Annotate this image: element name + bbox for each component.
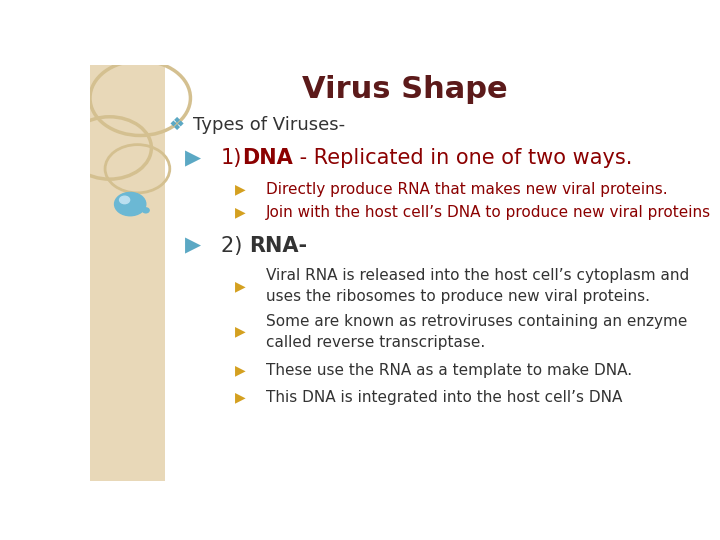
Text: ▶: ▶ [185, 148, 201, 168]
Text: ▶: ▶ [235, 205, 246, 219]
Text: ▶: ▶ [185, 235, 201, 255]
Text: These use the RNA as a template to make DNA.: These use the RNA as a template to make … [266, 363, 632, 378]
Text: ▶: ▶ [235, 390, 246, 404]
Text: ▶: ▶ [235, 325, 246, 339]
Text: Viral RNA is released into the host cell’s cytoplasm and
uses the ribosomes to p: Viral RNA is released into the host cell… [266, 268, 689, 304]
Text: Directly produce RNA that makes new viral proteins.: Directly produce RNA that makes new vira… [266, 182, 667, 197]
Text: This DNA is integrated into the host cell’s DNA: This DNA is integrated into the host cel… [266, 390, 622, 405]
Text: DNA: DNA [243, 148, 293, 168]
Text: RNA-: RNA- [249, 235, 307, 255]
Text: - Replicated in one of two ways.: - Replicated in one of two ways. [293, 148, 633, 168]
Circle shape [114, 192, 145, 216]
Circle shape [120, 196, 130, 204]
Text: ▶: ▶ [235, 183, 246, 197]
Circle shape [143, 208, 149, 213]
Text: Types of Viruses-: Types of Viruses- [193, 116, 346, 134]
Bar [90, 65, 166, 481]
Text: Join with the host cell’s DNA to produce new viral proteins: Join with the host cell’s DNA to produce… [266, 205, 711, 220]
Text: Some are known as retroviruses containing an enzyme
called reverse transcriptase: Some are known as retroviruses containin… [266, 314, 687, 350]
Text: ▶: ▶ [235, 363, 246, 377]
Text: 1): 1) [221, 148, 243, 168]
Text: ▶: ▶ [235, 279, 246, 293]
Text: 2): 2) [221, 235, 249, 255]
Text: ❖: ❖ [168, 116, 184, 134]
Text: Virus Shape: Virus Shape [302, 75, 508, 104]
